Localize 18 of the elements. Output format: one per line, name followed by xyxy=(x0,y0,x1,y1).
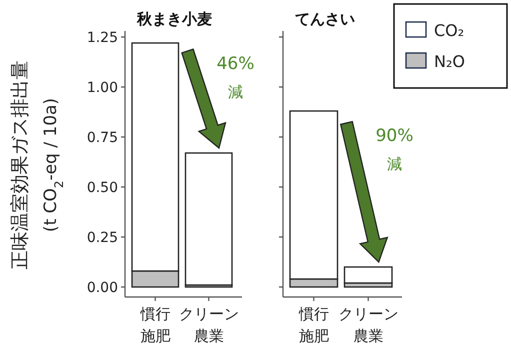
x-tick-label: 慣行施肥 xyxy=(139,305,170,345)
annotation: 46% xyxy=(216,54,254,74)
y-tick-label: 0.00 xyxy=(86,280,118,296)
y-tick-label: 1.25 xyxy=(86,30,118,46)
legend: CO₂ N₂O xyxy=(393,3,508,89)
annotation: 減 xyxy=(387,155,402,173)
x-tick-label: 慣行施肥 xyxy=(298,305,329,345)
annotation: 90% xyxy=(376,126,414,146)
y-tick-label: 1.00 xyxy=(86,80,118,96)
annotation: 減 xyxy=(228,83,243,101)
x-tick-label: クリーン農業 xyxy=(178,305,239,345)
chart-title: てんさい xyxy=(295,10,355,28)
y-tick-label: 0.75 xyxy=(86,130,118,146)
y-tick-label: 0.25 xyxy=(86,230,118,246)
y-tick-label: 0.50 xyxy=(86,180,118,196)
x-tick-label: クリーン農業 xyxy=(338,305,398,345)
legend-label: N₂O xyxy=(434,52,465,71)
chart-title: 秋まき小麦 xyxy=(136,10,212,28)
